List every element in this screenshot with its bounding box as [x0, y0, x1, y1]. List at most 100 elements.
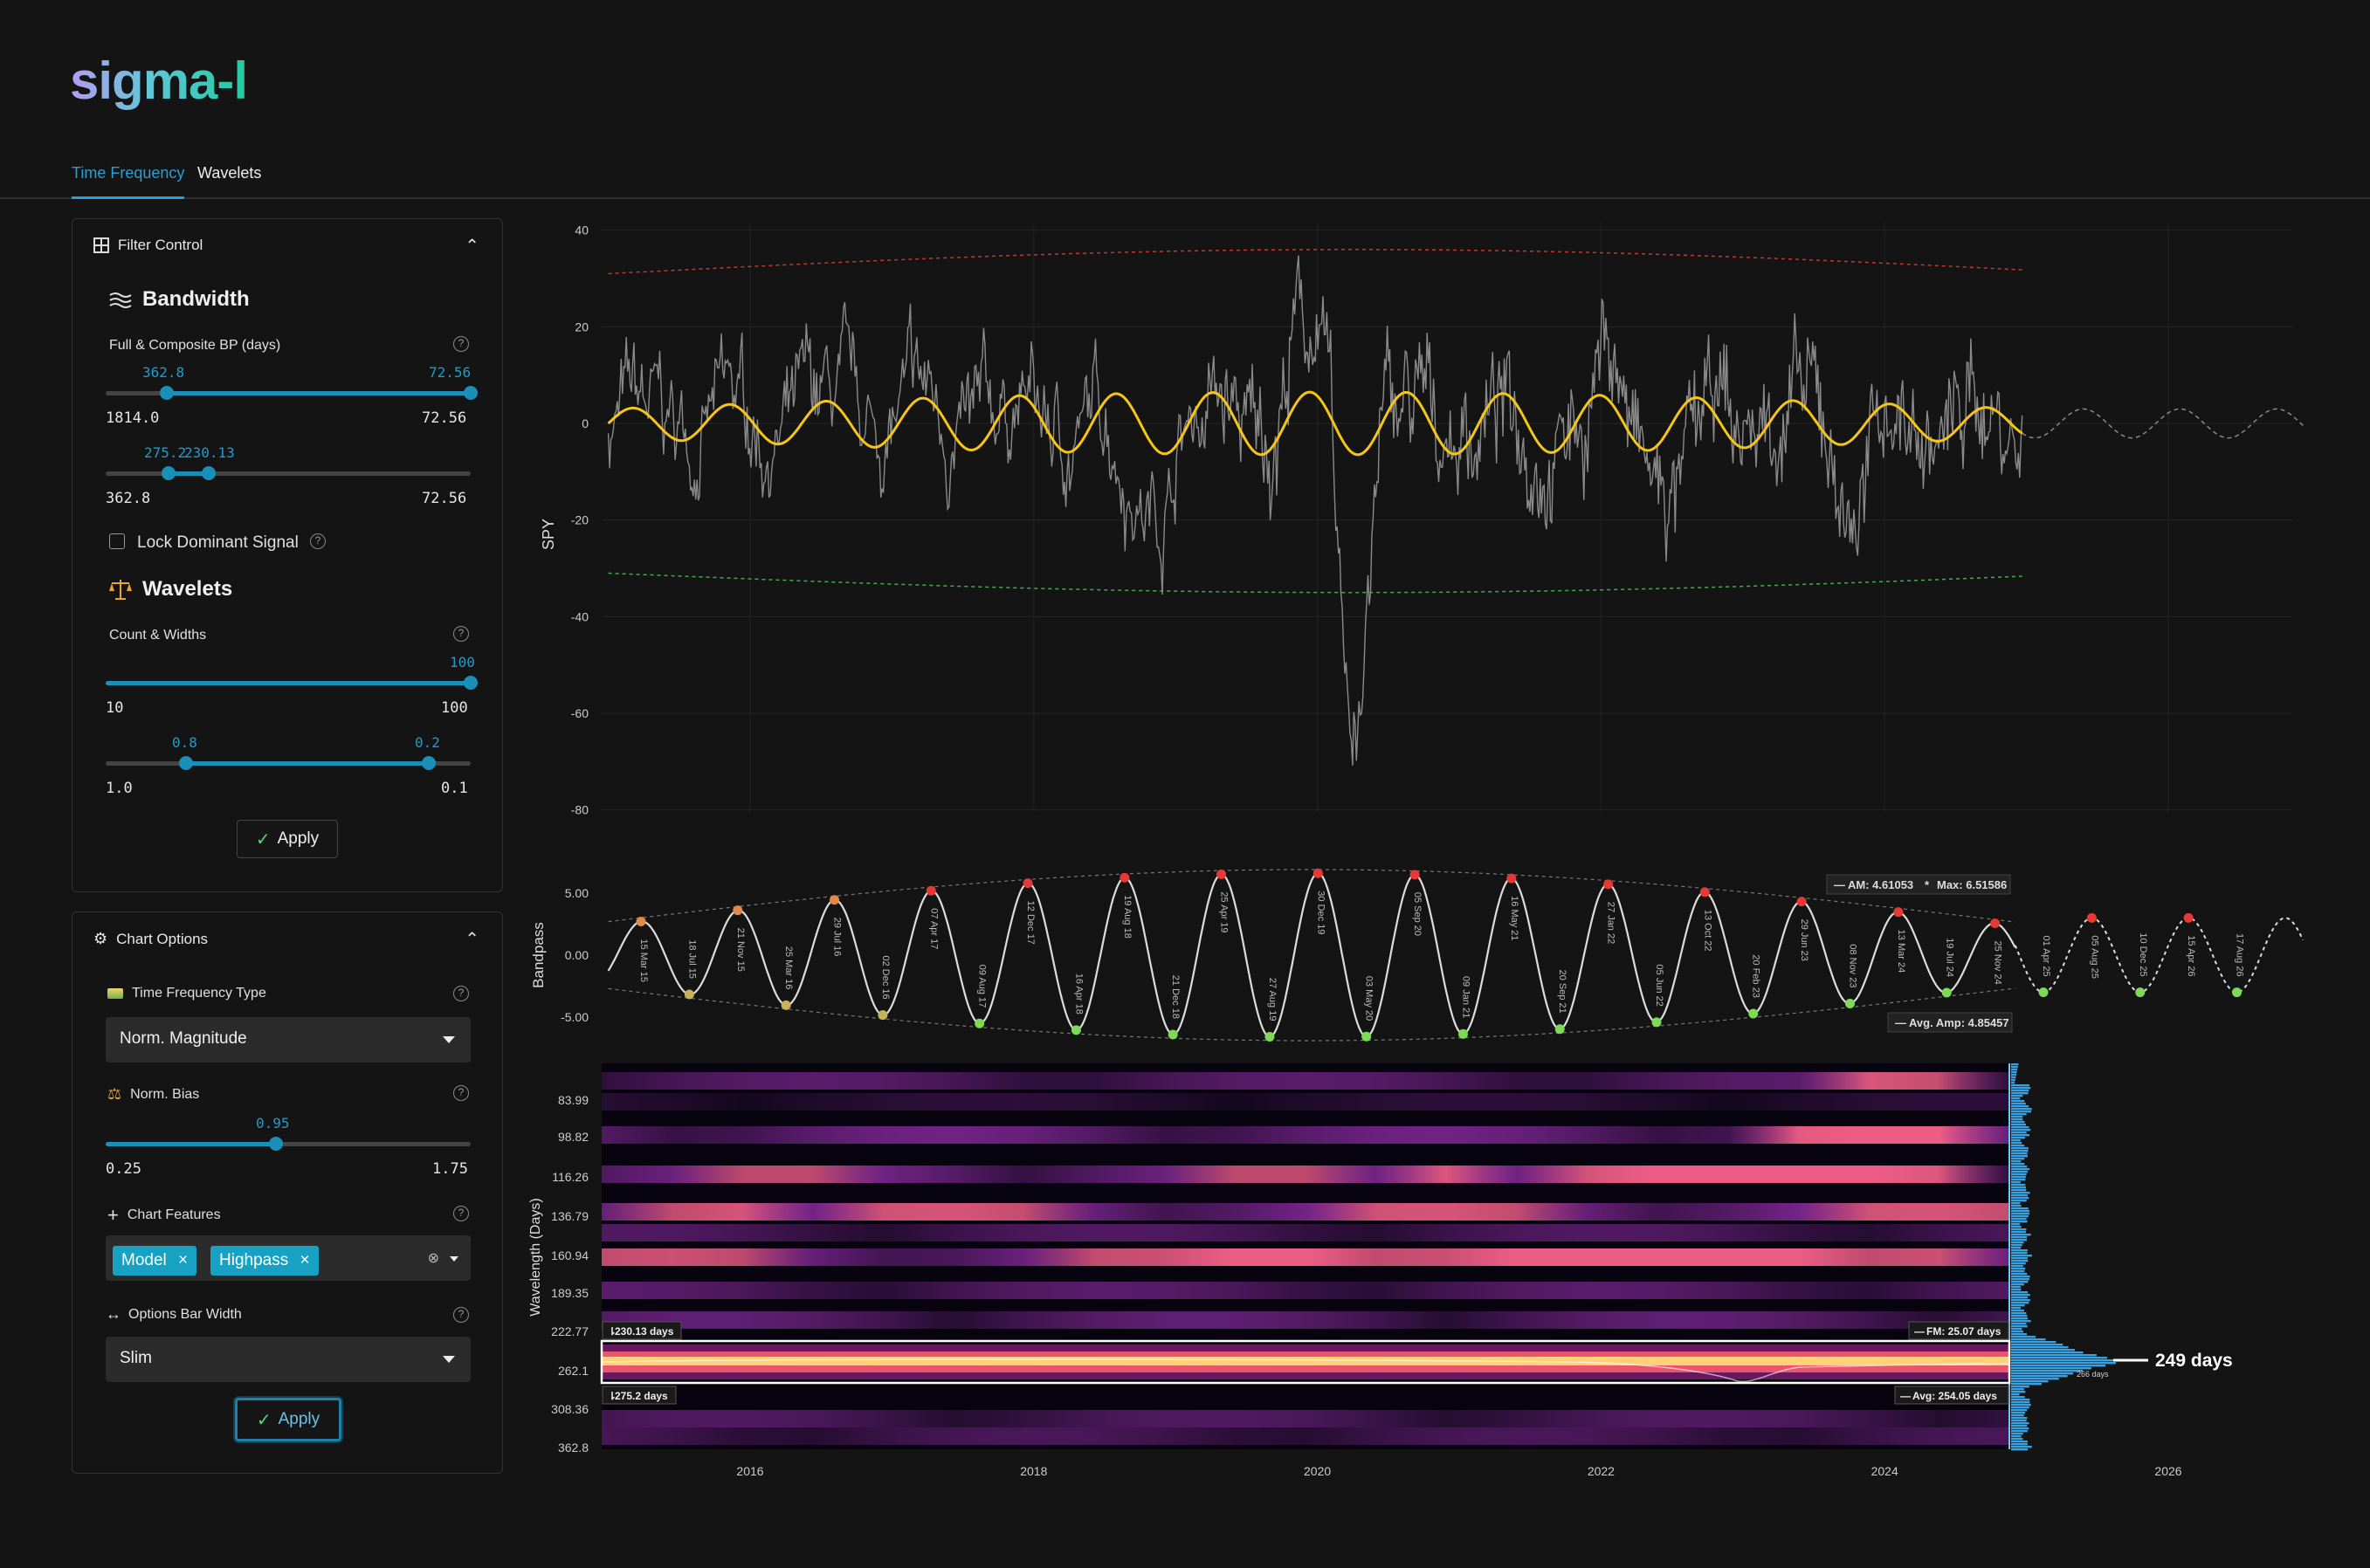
- slider-handle[interactable]: [422, 756, 436, 770]
- caret-down-icon: [443, 1356, 455, 1363]
- chart-options-panel: ⚙ Chart Options ⌃ Time Frequency Type ? …: [72, 911, 503, 1474]
- card-icon: [107, 988, 123, 999]
- spectrum-histogram: [2008, 1063, 2121, 1451]
- y-tick-label: -20: [571, 513, 589, 527]
- tf-type-label: Time Frequency Type: [132, 986, 266, 1001]
- histogram-bar: [2011, 1386, 2029, 1388]
- features-multiselect[interactable]: Model × Highpass × ⊗: [106, 1235, 471, 1281]
- chart-apply-button[interactable]: ✓ Apply: [235, 1398, 341, 1441]
- bar-width-value: Slim: [120, 1349, 152, 1367]
- turning-point-date: 25 Apr 19: [1219, 891, 1230, 932]
- slider-handle[interactable]: [160, 386, 174, 400]
- slider-handle[interactable]: [269, 1137, 283, 1151]
- help-icon[interactable]: ?: [453, 626, 469, 642]
- tf-type-label-row: Time Frequency Type: [107, 986, 266, 1001]
- turning-point-date: 27 Aug 19: [1267, 978, 1278, 1021]
- help-icon[interactable]: ?: [453, 986, 469, 1001]
- help-icon[interactable]: ?: [453, 336, 469, 352]
- chart-options-header[interactable]: ⚙ Chart Options: [93, 930, 208, 948]
- chevron-up-icon[interactable]: ⌃: [465, 930, 479, 949]
- peak-marker: [733, 905, 743, 916]
- tf-type-select[interactable]: Norm. Magnitude: [106, 1017, 471, 1063]
- histogram-bar: [2011, 1365, 2106, 1367]
- slider-handle[interactable]: [162, 466, 176, 480]
- help-icon[interactable]: ?: [310, 533, 326, 549]
- turning-point-date: 05 Aug 25: [2089, 935, 2099, 979]
- help-icon[interactable]: ?: [453, 1206, 469, 1221]
- lock-checkbox[interactable]: [109, 533, 125, 549]
- help-icon[interactable]: ?: [453, 1085, 469, 1101]
- chevron-up-icon[interactable]: ⌃: [465, 237, 479, 256]
- histogram-bar: [2011, 1155, 2028, 1158]
- histogram-bar: [2011, 1239, 2027, 1241]
- chip-highpass[interactable]: Highpass ×: [210, 1246, 319, 1276]
- y-tick-label: 5.00: [565, 886, 589, 900]
- histogram-bar: [2011, 1097, 2021, 1100]
- trough-marker: [1844, 998, 1855, 1008]
- svg-text:⇂: ⇂: [608, 1390, 617, 1402]
- bias-slider-value: 0.95: [256, 1115, 290, 1131]
- turning-point-date: 07 Apr 17: [928, 908, 939, 949]
- histogram-bar: [2011, 1349, 2075, 1351]
- histogram-bar: [2011, 1383, 2042, 1386]
- turning-point-date: 19 Aug 18: [1122, 895, 1133, 939]
- histogram-bar: [2011, 1317, 2028, 1320]
- composite-range-slider[interactable]: [106, 466, 471, 480]
- bandpass-y-axis: 5.00 0.00 -5.00: [561, 886, 589, 1024]
- y-tick-label: 40: [575, 224, 589, 237]
- histogram-bar: [2011, 1092, 2029, 1095]
- histogram-bar: [2011, 1145, 2025, 1147]
- histogram-bar: [2011, 1430, 2028, 1433]
- histogram-bar: [2011, 1163, 2025, 1166]
- filter-control-header[interactable]: Filter Control: [93, 237, 203, 254]
- turning-point-date: 18 Jul 15: [686, 939, 697, 979]
- help-icon[interactable]: ?: [453, 1307, 469, 1323]
- bar-width-select[interactable]: Slim: [106, 1337, 471, 1382]
- x-tick-label: 2024: [1871, 1464, 1898, 1478]
- histogram-bar: [2011, 1417, 2028, 1420]
- trough-marker: [1071, 1025, 1081, 1035]
- heatmap-background: [602, 1063, 2009, 1449]
- histogram-bar: [2011, 1205, 2022, 1207]
- histogram-bar: [2011, 1234, 2031, 1236]
- bias-slider[interactable]: [106, 1137, 471, 1151]
- dominant-band: [602, 1344, 2009, 1379]
- svg-text:Avg: 254.05 days: Avg: 254.05 days: [1912, 1390, 1997, 1402]
- histogram-bar: [2011, 1380, 2049, 1383]
- turning-point-date: 13 Oct 22: [1702, 910, 1712, 952]
- histogram-bar: [2011, 1289, 2022, 1291]
- close-icon[interactable]: ×: [178, 1251, 189, 1269]
- slider-max-label: 72.56: [422, 490, 467, 507]
- slider-handle[interactable]: [464, 386, 478, 400]
- close-icon[interactable]: ×: [300, 1251, 310, 1269]
- slider-handle[interactable]: [464, 676, 478, 690]
- chip-model[interactable]: Model ×: [113, 1246, 197, 1276]
- tab-wavelets[interactable]: Wavelets: [197, 164, 262, 182]
- slider-handle[interactable]: [202, 466, 216, 480]
- peak-marker: [1023, 878, 1033, 889]
- histogram-bar: [2011, 1328, 2022, 1331]
- caret-down-icon: [443, 1036, 455, 1043]
- histogram-bar: [2011, 1103, 2026, 1105]
- tab-time-frequency[interactable]: Time Frequency: [72, 164, 185, 199]
- histogram-bar: [2011, 1192, 2030, 1194]
- histogram-bar: [2011, 1443, 2028, 1446]
- clear-icon[interactable]: ⊗: [427, 1251, 439, 1266]
- widths-range-slider[interactable]: [106, 756, 471, 770]
- bandpass-line: [607, 872, 2016, 1038]
- histogram-bar: [2011, 1336, 2036, 1338]
- peak-marker: [1409, 870, 1420, 880]
- avg-amp-annotation: — Avg. Amp: 4.85457: [1887, 1012, 2013, 1033]
- trough-marker: [684, 989, 694, 1000]
- histogram-bar: [2011, 1241, 2024, 1244]
- svg-text:230.13 days: 230.13 days: [615, 1325, 674, 1338]
- histogram-bar: [2011, 1210, 2030, 1213]
- slider-min-label: 1.0: [106, 780, 133, 797]
- peak-marker: [1990, 918, 2001, 929]
- composite-slider-high-value: 230.13: [184, 444, 235, 461]
- bias-label: Norm. Bias: [130, 1086, 200, 1102]
- filter-apply-button[interactable]: ✓ Apply: [237, 820, 338, 858]
- count-slider[interactable]: [106, 676, 478, 690]
- slider-handle[interactable]: [179, 756, 193, 770]
- bp-range-slider[interactable]: [106, 386, 478, 400]
